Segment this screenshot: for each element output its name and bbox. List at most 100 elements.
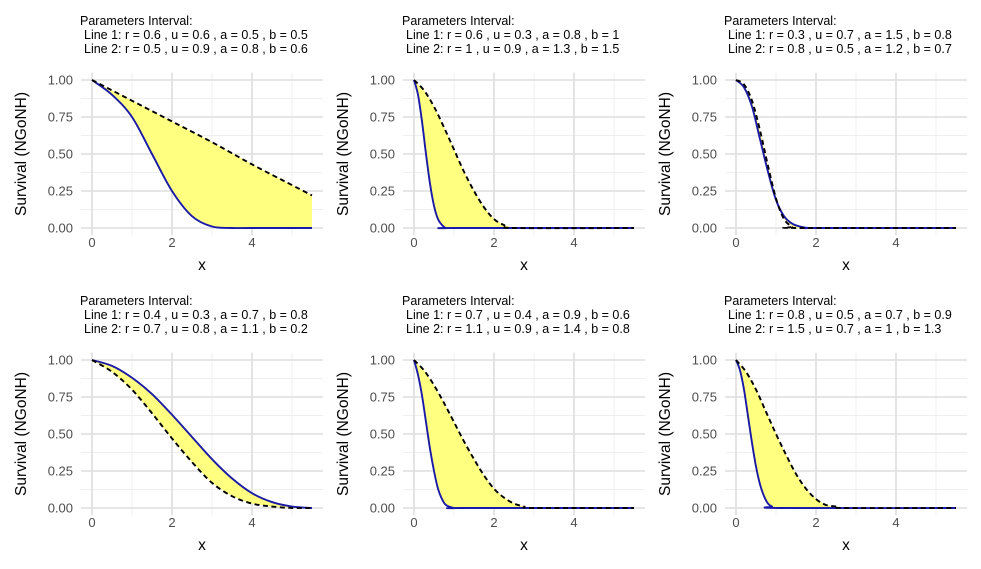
chart-panel-1: Parameters Interval:Line 1: r = 0.6 , u … (13, 14, 323, 274)
x-tick-label: 4 (892, 515, 899, 530)
chart-panel-2: Parameters Interval:Line 1: r = 0.6 , u … (335, 14, 645, 274)
y-tick-label: 0.00 (48, 501, 73, 516)
series-line-2 (413, 79, 635, 230)
x-tick-label: 0 (88, 515, 95, 530)
series-line-2 (91, 359, 313, 510)
y-tick-label: 0.50 (370, 427, 395, 442)
y-axis-title: Survival (NGoNH) (657, 92, 674, 216)
chart-title: Parameters Interval: (80, 294, 193, 308)
fill-between-area (92, 80, 312, 228)
chart-subtitle-line-2: Line 2: r = 1.1 , u = 0.9 , a = 1.4 , b … (406, 322, 630, 336)
y-tick-label: 1.00 (692, 73, 717, 88)
y-tick-label: 0.00 (692, 501, 717, 516)
series-line-1 (91, 359, 313, 509)
gridlines (403, 72, 645, 236)
chart-subtitle-line-2: Line 2: r = 1.5 , u = 0.7 , a = 1 , b = … (728, 322, 941, 336)
chart-panel-5: Parameters Interval:Line 1: r = 0.7 , u … (335, 294, 645, 554)
y-tick-label: 0.75 (692, 110, 717, 125)
x-axis-title: x (198, 257, 206, 274)
gridlines (81, 352, 323, 516)
series-line-1 (413, 79, 634, 230)
y-axis-title: Survival (NGoNH) (335, 372, 352, 496)
chart-subtitle-line-1: Line 1: r = 0.6 , u = 0.6 , a = 0.5 , b … (84, 28, 308, 42)
series-line-2 (735, 79, 957, 230)
y-tick-label: 0.25 (692, 184, 717, 199)
y-tick-label: 1.00 (370, 73, 395, 88)
chart-title: Parameters Interval: (80, 14, 193, 28)
x-tick-label: 2 (168, 235, 175, 250)
series-line-1 (413, 359, 634, 510)
y-axis-title: Survival (NGoNH) (335, 92, 352, 216)
chart-title: Parameters Interval: (402, 294, 515, 308)
x-axis-title: x (198, 537, 206, 554)
chart-title: Parameters Interval: (402, 14, 515, 28)
chart-subtitle-line-1: Line 1: r = 0.3 , u = 0.7 , a = 1.5 , b … (728, 28, 952, 42)
y-axis-title: Survival (NGoNH) (13, 372, 30, 496)
x-tick-label: 0 (410, 235, 417, 250)
x-tick-label: 2 (168, 515, 175, 530)
y-tick-label: 0.25 (48, 464, 73, 479)
gridlines (725, 72, 967, 236)
fill-between-area (414, 360, 634, 508)
chart-panel-4: Parameters Interval:Line 1: r = 0.4 , u … (13, 294, 323, 554)
x-tick-label: 0 (732, 235, 739, 250)
x-tick-label: 2 (812, 235, 819, 250)
y-tick-label: 0.75 (692, 390, 717, 405)
y-tick-label: 0.25 (48, 184, 73, 199)
x-tick-label: 2 (490, 235, 497, 250)
y-tick-label: 0.75 (48, 110, 73, 125)
chart-panel-6: Parameters Interval:Line 1: r = 0.8 , u … (657, 294, 967, 554)
y-tick-label: 0.50 (692, 147, 717, 162)
fill-between-area (92, 360, 312, 508)
chart-title: Parameters Interval: (724, 294, 837, 308)
y-tick-label: 0.00 (370, 501, 395, 516)
chart-subtitle-line-2: Line 2: r = 0.8 , u = 0.5 , a = 1.2 , b … (728, 42, 952, 56)
y-tick-label: 0.50 (48, 427, 73, 442)
x-axis-title: x (842, 257, 850, 274)
x-tick-label: 4 (570, 515, 577, 530)
y-tick-label: 0.50 (48, 147, 73, 162)
y-tick-label: 0.00 (692, 221, 717, 236)
x-tick-label: 0 (88, 235, 95, 250)
chart-subtitle-line-1: Line 1: r = 0.7 , u = 0.4 , a = 0.9 , b … (406, 308, 630, 322)
x-tick-label: 4 (248, 515, 255, 530)
x-axis-title: x (520, 257, 528, 274)
fill-between-area (414, 80, 634, 228)
y-tick-label: 1.00 (48, 73, 73, 88)
chart-subtitle-line-1: Line 1: r = 0.8 , u = 0.5 , a = 0.7 , b … (728, 308, 952, 322)
fill-between-area (736, 360, 956, 508)
x-tick-label: 0 (732, 515, 739, 530)
y-tick-label: 0.50 (692, 427, 717, 442)
y-tick-label: 0.75 (370, 390, 395, 405)
y-tick-label: 0.75 (370, 110, 395, 125)
chart-subtitle-line-2: Line 2: r = 1 , u = 0.9 , a = 1.3 , b = … (406, 42, 619, 56)
series-line-2 (735, 359, 957, 510)
x-tick-label: 4 (248, 235, 255, 250)
chart-subtitle-line-1: Line 1: r = 0.4 , u = 0.3 , a = 0.7 , b … (84, 308, 308, 322)
y-tick-label: 0.00 (370, 221, 395, 236)
chart-title: Parameters Interval: (724, 14, 837, 28)
y-tick-label: 0.50 (370, 147, 395, 162)
x-tick-label: 4 (570, 235, 577, 250)
chart-subtitle-line-2: Line 2: r = 0.5 , u = 0.9 , a = 0.8 , b … (84, 42, 308, 56)
x-tick-label: 4 (892, 235, 899, 250)
y-tick-label: 0.25 (370, 464, 395, 479)
series-line-1 (91, 79, 312, 230)
series-line-2 (413, 359, 635, 510)
x-tick-label: 0 (410, 515, 417, 530)
y-tick-label: 0.25 (370, 184, 395, 199)
y-axis-title: Survival (NGoNH) (13, 92, 30, 216)
x-tick-label: 2 (812, 515, 819, 530)
y-tick-label: 1.00 (692, 353, 717, 368)
chart-subtitle-line-1: Line 1: r = 0.6 , u = 0.3 , a = 0.8 , b … (406, 28, 619, 42)
y-tick-label: 0.00 (48, 221, 73, 236)
series-line-1 (735, 359, 957, 510)
y-axis-title: Survival (NGoNH) (657, 372, 674, 496)
y-tick-label: 0.25 (692, 464, 717, 479)
series-line-2 (91, 79, 313, 197)
y-tick-label: 1.00 (370, 353, 395, 368)
x-axis-title: x (842, 537, 850, 554)
chart-subtitle-line-2: Line 2: r = 0.7 , u = 0.8 , a = 1.1 , b … (84, 322, 308, 336)
y-tick-label: 1.00 (48, 353, 73, 368)
